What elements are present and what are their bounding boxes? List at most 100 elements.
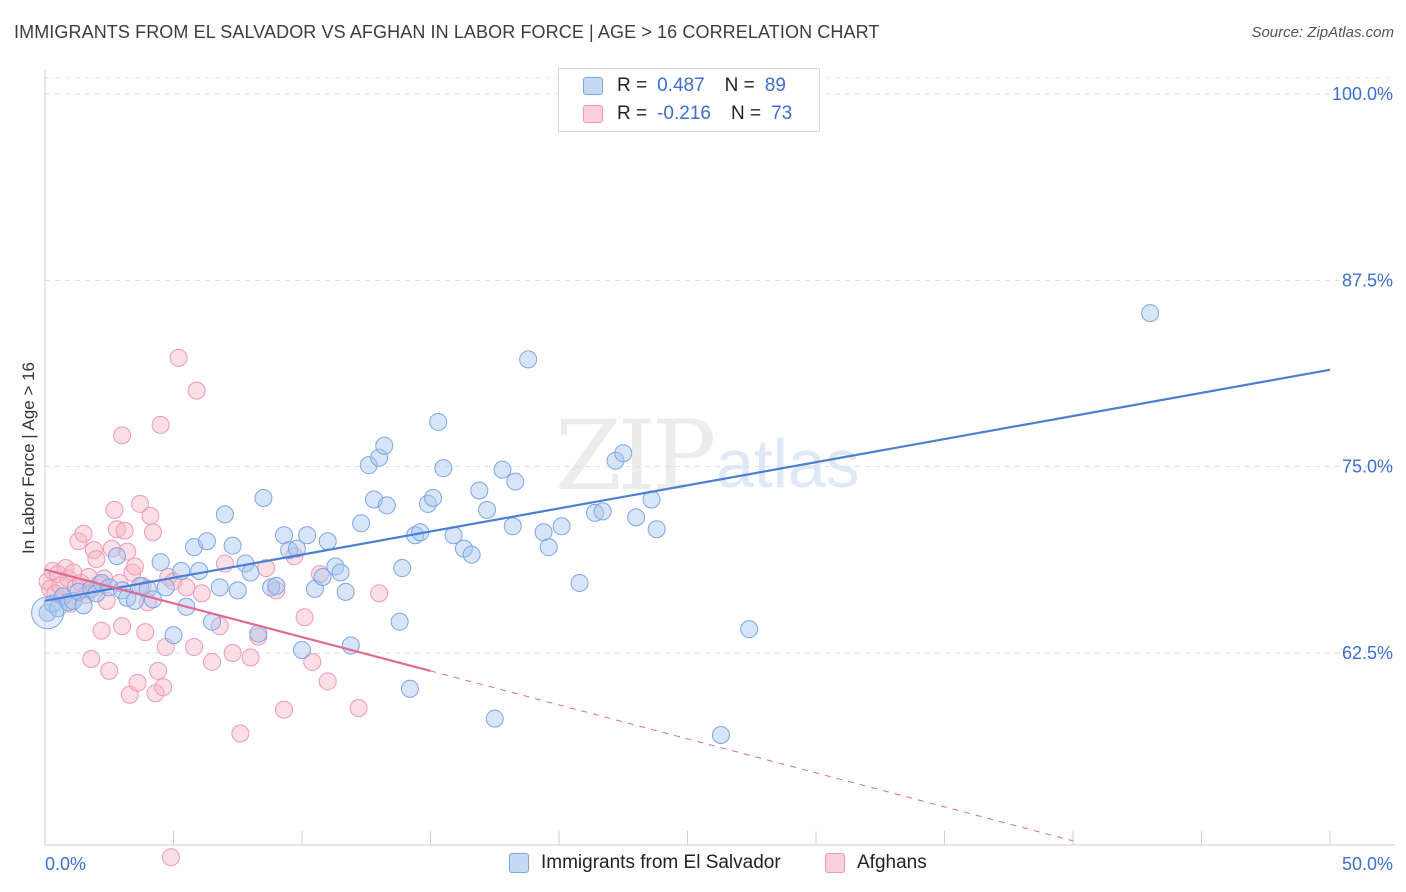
el-salvador-point [164, 626, 183, 645]
el-salvador-point [593, 502, 612, 521]
r-label: R = [617, 75, 648, 96]
el-salvador-point [331, 563, 350, 582]
el-salvador-point [470, 481, 489, 500]
el-salvador-point [606, 451, 625, 470]
el-salvador-point [287, 539, 306, 558]
el-salvador-trendline [44, 368, 1331, 602]
afghans-point [192, 584, 211, 603]
el-salvador-point [478, 500, 497, 519]
watermark-zip: ZIP [555, 400, 716, 512]
el-salvador-point [647, 520, 666, 539]
el-salvador-point [215, 505, 234, 524]
afghans-point [223, 644, 242, 662]
y-tick-label: 100.0% [1332, 84, 1393, 104]
afghans-point [82, 649, 101, 668]
el-salvador-point [552, 517, 571, 536]
n-label: N = [730, 103, 762, 124]
afghans-point [151, 415, 170, 434]
afghans-point [74, 524, 93, 543]
afghans-point [51, 576, 70, 595]
afghans-point [125, 557, 144, 576]
el-salvador-point [740, 620, 759, 639]
el-salvador-point [375, 436, 394, 455]
el-salvador-point [298, 526, 317, 545]
el-salvador-point [393, 559, 412, 578]
el-salvador-point [359, 456, 378, 475]
x-tick-label: 0.0% [45, 854, 86, 874]
afghans-point [100, 661, 119, 680]
el-salvador-point [280, 541, 299, 560]
el-salvador-point [210, 578, 229, 597]
afghans-point [177, 578, 196, 597]
afghans-point [118, 542, 137, 561]
n-label: N = [724, 75, 755, 96]
afghans-point [231, 724, 250, 743]
el-salvador-point [197, 532, 216, 551]
afghans-point [143, 523, 162, 542]
el-salvador-point [627, 508, 646, 527]
el-salvador-point [318, 532, 337, 551]
legend-swatch-pink [825, 853, 845, 873]
afghans-point [128, 673, 147, 692]
afghans-point [87, 550, 106, 569]
y-tick-label: 62.5% [1342, 643, 1393, 663]
el-salvador-point [151, 553, 170, 572]
legend-row-el-salvador: R = 0.487 N = 89 [583, 73, 786, 99]
y-axis-label: In Labor Force | Age > 16 [19, 362, 38, 554]
x-tick-label: 50.0% [1342, 854, 1393, 874]
el-salvador-point [31, 596, 65, 630]
afghans-point [149, 661, 168, 680]
legend-swatch-pink [583, 105, 603, 123]
afghans-trendline-extension [430, 670, 1074, 842]
legend-label: Immigrants from El Salvador [541, 852, 781, 873]
el-salvador-point [38, 603, 57, 622]
r-label: R = [617, 103, 648, 124]
el-salvador-point [370, 448, 389, 467]
afghans-point [241, 648, 260, 667]
afghans-point [154, 678, 173, 697]
afghans-point [136, 623, 155, 642]
afghans-trendline [44, 568, 431, 672]
afghans-point [303, 652, 322, 671]
el-salvador-point [424, 488, 443, 507]
el-salvador-point [1141, 304, 1160, 323]
legend-item-el-salvador[interactable]: Immigrants from El Salvador [509, 852, 781, 874]
source-label[interactable]: Source: ZipAtlas.com [1251, 24, 1394, 41]
legend-item-afghans[interactable]: Afghans [825, 852, 927, 874]
legend-swatch-blue [583, 77, 603, 95]
el-salvador-point [377, 496, 396, 515]
afghans-point [113, 617, 132, 636]
el-salvador-point [400, 679, 419, 698]
el-salvador-point [390, 612, 409, 631]
el-salvador-point [74, 596, 93, 615]
y-tick-label: 75.0% [1342, 457, 1393, 477]
watermark-atlas: atlas [716, 426, 860, 502]
el-salvador-point [48, 599, 67, 618]
series-legend: Immigrants from El Salvador Afghans [0, 852, 1406, 878]
el-salvador-point [570, 573, 589, 592]
el-salvador-point [241, 563, 260, 582]
legend-swatch-blue [509, 853, 529, 873]
afghans-point [107, 520, 126, 539]
afghans-point [349, 699, 368, 718]
el-salvador-point [267, 576, 286, 595]
afghans-point [115, 521, 134, 540]
afghans-point [203, 652, 222, 671]
legend-label: Afghans [857, 852, 927, 873]
afghans-point [295, 608, 314, 627]
el-salvador-point [539, 538, 558, 557]
el-salvador-point [434, 459, 453, 478]
el-salvador-point [352, 514, 371, 533]
el-salvador-point [485, 709, 504, 728]
el-salvador-point [506, 472, 525, 491]
afghans-point [105, 500, 124, 519]
el-salvador-point [418, 494, 437, 513]
afghans-point [187, 381, 206, 400]
chart-title: IMMIGRANTS FROM EL SALVADOR VS AFGHAN IN… [14, 22, 880, 42]
el-salvador-point [585, 503, 604, 522]
el-salvador-point [228, 581, 247, 600]
afghans-point [131, 494, 150, 513]
afghans-point [275, 700, 294, 719]
n-value: 89 [764, 75, 786, 96]
el-salvador-point [223, 536, 242, 555]
